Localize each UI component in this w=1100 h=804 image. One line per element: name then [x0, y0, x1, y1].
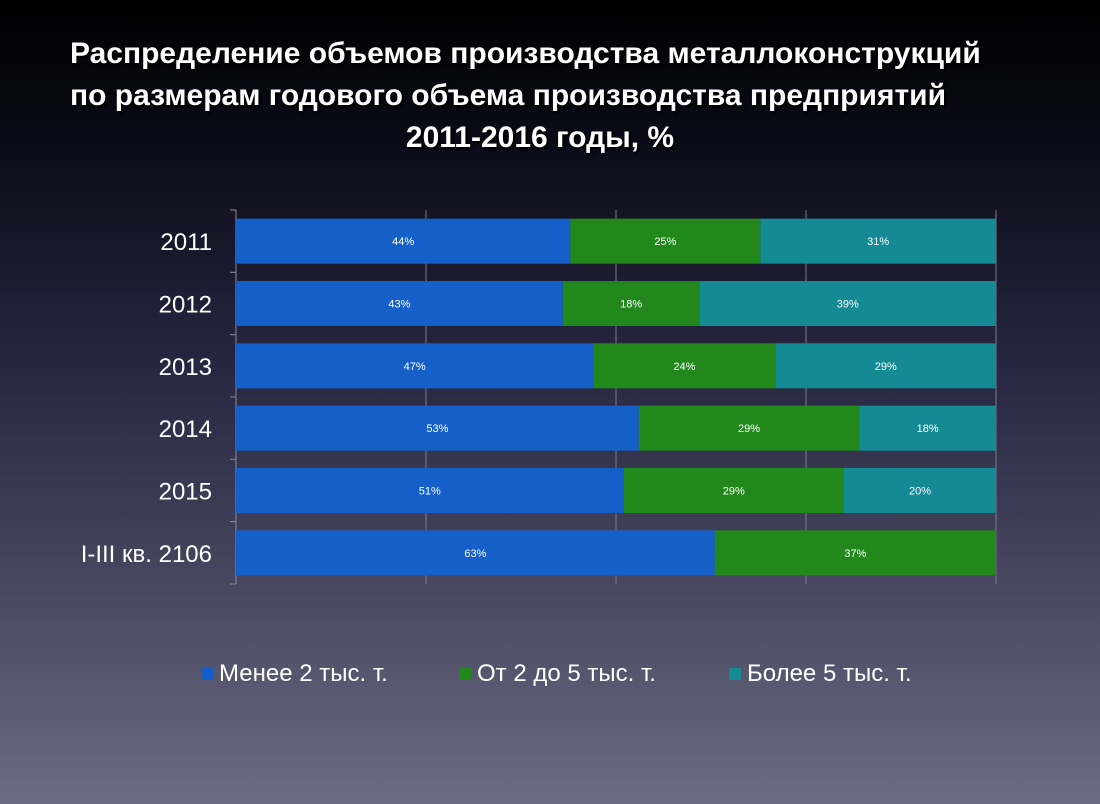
bar-segment [623, 468, 844, 513]
category-label: I-III кв. 2106 [81, 541, 212, 568]
chart-title-line-1: Распределение объемов производства метал… [70, 37, 981, 70]
bar-segment [562, 281, 700, 326]
data-label: 51% [419, 486, 441, 498]
legend-swatch-series-1 [201, 668, 213, 680]
data-label: 53% [426, 423, 448, 435]
bar-segment [714, 530, 996, 576]
data-label: 29% [723, 486, 745, 498]
bar-segment [775, 343, 996, 389]
data-label: 18% [620, 299, 642, 311]
category-label: 2014 [159, 416, 212, 443]
bar-segment [859, 405, 996, 451]
category-label: 2012 [159, 292, 212, 319]
legend-item-series-3: Более 5 тыс. т. [729, 660, 912, 688]
data-label: 29% [738, 423, 760, 435]
chart-legend: Менее 2 тыс. т. От 2 до 5 тыс. т. Более … [0, 660, 1100, 690]
category-label: 2015 [159, 479, 212, 506]
bar-segment [699, 281, 996, 326]
legend-swatch-series-2 [459, 668, 471, 680]
bar-segment [593, 343, 776, 389]
bar-segment [570, 218, 761, 264]
bar-segment [236, 281, 563, 326]
category-label: 2013 [159, 354, 212, 381]
data-label: 39% [837, 299, 859, 311]
legend-item-series-1: Менее 2 тыс. т. [201, 660, 388, 688]
category-label: 2011 [160, 229, 212, 256]
bar-segment [236, 468, 624, 513]
data-label: 29% [875, 361, 897, 373]
bar-segment [236, 530, 715, 576]
data-label: 63% [464, 548, 486, 560]
bar-segment [236, 343, 594, 389]
data-label: 37% [844, 548, 866, 560]
data-label: 43% [388, 299, 410, 311]
legend-label-series-2: От 2 до 5 тыс. т. [477, 660, 656, 687]
bar-segment [844, 468, 996, 513]
bar-segment [760, 218, 996, 264]
data-label: 20% [909, 486, 931, 498]
chart-title-line-2: по размерам годового объема производства… [70, 79, 947, 112]
data-label: 44% [392, 236, 414, 248]
bar-segment [236, 405, 639, 451]
legend-swatch-series-3 [729, 668, 741, 680]
legend-label-series-1: Менее 2 тыс. т. [219, 660, 388, 687]
legend-item-series-2: От 2 до 5 тыс. т. [459, 660, 656, 688]
data-label: 47% [404, 361, 426, 373]
data-label: 18% [917, 423, 939, 435]
data-label: 31% [867, 236, 889, 248]
stacked-bar-chart: 2011 44% 25% 31% 2012 43% 18% 39% 2013 47% 24% 29% 2… [81, 209, 997, 585]
bar-segment [638, 405, 860, 451]
bar-segment [236, 218, 571, 264]
data-label: 25% [654, 236, 676, 248]
legend-label-series-3: Более 5 тыс. т. [747, 660, 912, 687]
data-label: 24% [673, 361, 695, 373]
chart-title-line-3: 2011-2016 годы, % [405, 121, 675, 154]
